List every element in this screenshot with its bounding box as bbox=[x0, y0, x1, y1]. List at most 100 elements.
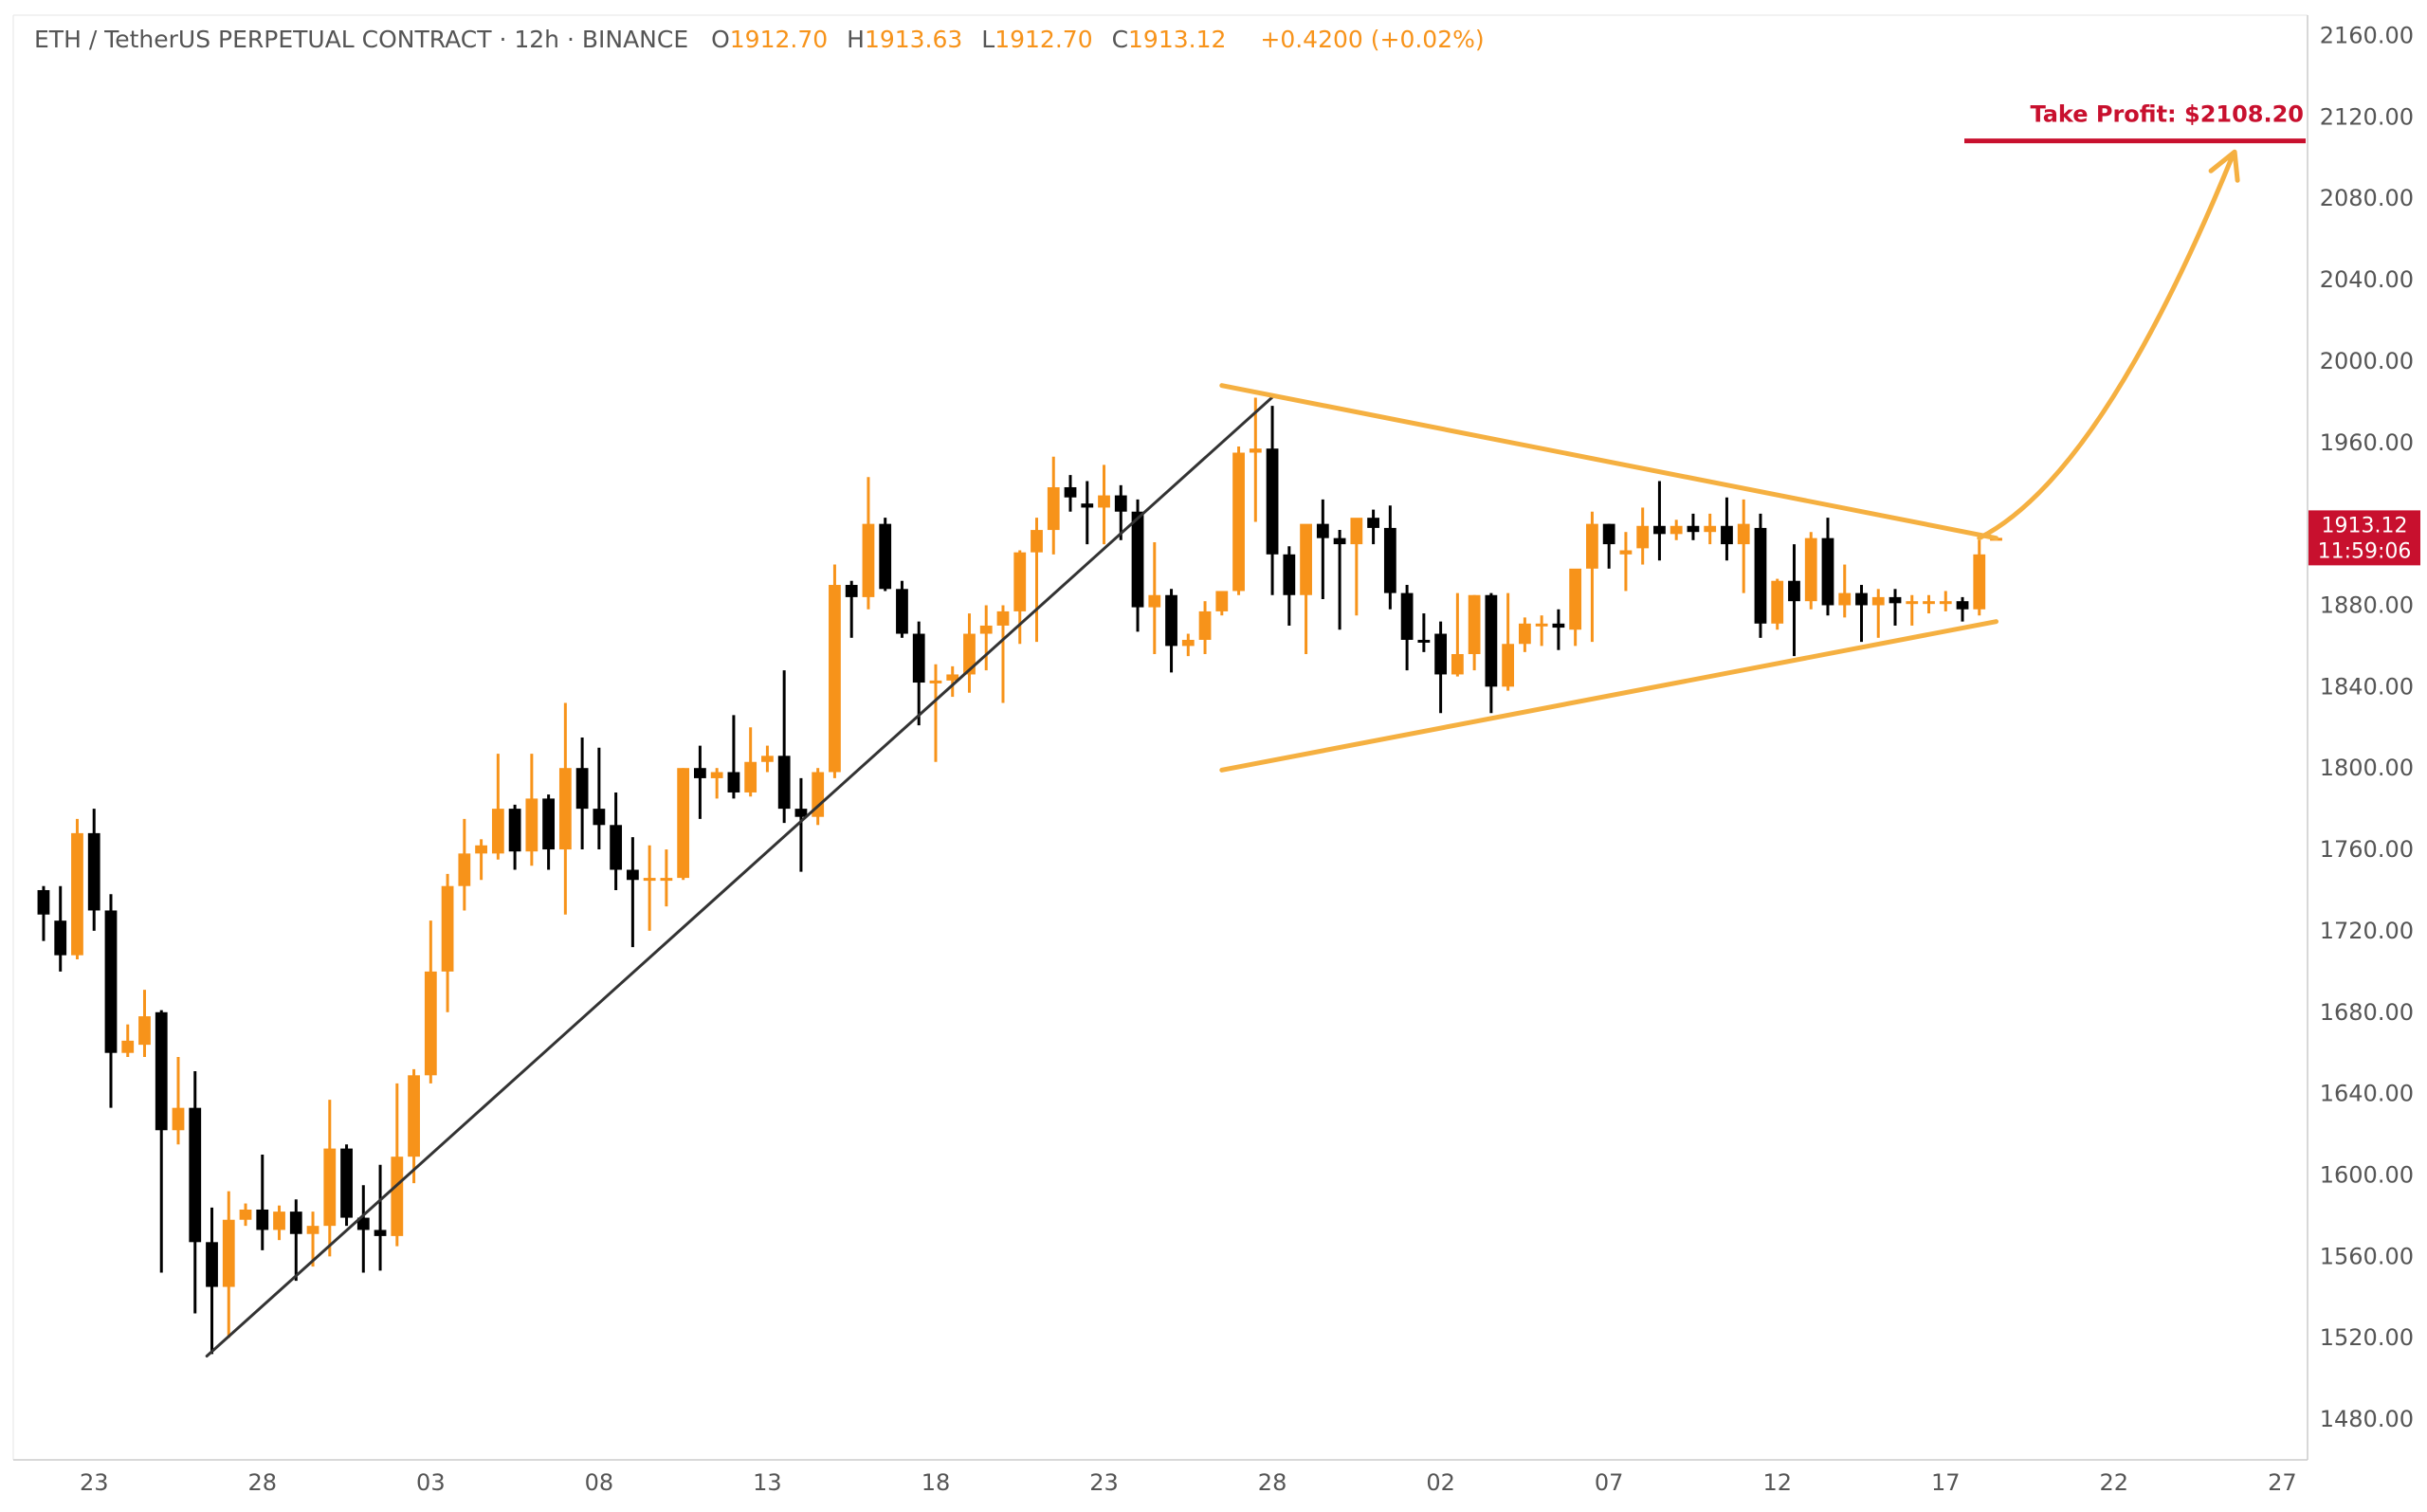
trendline-lower[interactable] bbox=[1219, 619, 1999, 773]
price-tick-label: 1560.00 bbox=[2320, 1243, 2414, 1269]
time-axis[interactable]: 23 28 03 08 13 18 23 28 02 07 12 17 22 27 bbox=[80, 1469, 2297, 1496]
candle bbox=[1400, 585, 1414, 671]
candle-body bbox=[1451, 653, 1464, 675]
price-tick-label: 1720.00 bbox=[2320, 918, 2414, 944]
price-tick-label: 1480.00 bbox=[2320, 1406, 2414, 1432]
candle bbox=[1737, 499, 1750, 593]
projection-arrow[interactable] bbox=[1977, 155, 2235, 541]
candle-body bbox=[1838, 592, 1852, 606]
candle-body bbox=[777, 756, 791, 810]
candle bbox=[1215, 591, 1229, 616]
candle-body bbox=[273, 1211, 285, 1230]
price-tick-label: 2160.00 bbox=[2320, 22, 2414, 48]
candle bbox=[677, 768, 690, 881]
candle-body bbox=[744, 761, 757, 792]
candle-body bbox=[374, 1230, 387, 1236]
candle bbox=[727, 715, 740, 799]
candle-body bbox=[1468, 594, 1481, 654]
candle-body bbox=[1737, 523, 1750, 545]
candle-body bbox=[104, 910, 118, 1053]
candle bbox=[1619, 532, 1633, 592]
candle bbox=[744, 727, 757, 797]
candle bbox=[1569, 568, 1582, 647]
candle-body bbox=[1031, 530, 1043, 553]
candle-body bbox=[155, 1011, 168, 1131]
high-label: H bbox=[847, 26, 865, 53]
candle-body bbox=[946, 674, 959, 681]
candle-body bbox=[1434, 633, 1448, 675]
candle-body bbox=[1855, 592, 1868, 606]
take-profit-marker[interactable]: Take Profit: $2108.20 bbox=[1964, 101, 2306, 144]
candle bbox=[121, 1024, 135, 1057]
projection-arrowhead bbox=[2208, 149, 2240, 183]
candle-body bbox=[1098, 495, 1110, 508]
candle bbox=[1519, 617, 1531, 652]
candle-body bbox=[963, 633, 976, 675]
candle-body bbox=[1502, 644, 1515, 687]
candle bbox=[1687, 513, 1700, 540]
candle-body bbox=[222, 1219, 235, 1287]
candle bbox=[694, 745, 706, 819]
candle bbox=[206, 1207, 218, 1355]
trendline-upper[interactable] bbox=[1219, 383, 1999, 541]
candle-body bbox=[761, 756, 774, 762]
candle bbox=[575, 738, 589, 850]
open-value: 1912.70 bbox=[730, 26, 828, 53]
time-tick-label: 07 bbox=[1595, 1469, 1624, 1496]
candle-body bbox=[408, 1075, 420, 1157]
candle bbox=[542, 794, 555, 870]
symbol-legend: ETH / TetherUS PERPETUAL CONTRACT · 12h … bbox=[34, 26, 1485, 53]
candle bbox=[1131, 499, 1144, 632]
candle-body bbox=[626, 869, 639, 881]
low-label: L bbox=[981, 26, 995, 53]
candle-body bbox=[912, 633, 925, 683]
candle-body bbox=[1670, 525, 1683, 535]
time-tick-label: 12 bbox=[1762, 1469, 1792, 1496]
price-tick-label: 2080.00 bbox=[2320, 185, 2414, 211]
time-tick-label: 03 bbox=[416, 1469, 446, 1496]
candle bbox=[1451, 592, 1464, 677]
last-price-value: 1913.12 bbox=[2322, 514, 2408, 537]
price-tick-label: 1520.00 bbox=[2320, 1324, 2414, 1351]
candle bbox=[1249, 397, 1262, 522]
candle-body bbox=[879, 523, 892, 590]
time-tick-label: 18 bbox=[922, 1469, 951, 1496]
candle bbox=[845, 580, 858, 638]
time-tick-label: 08 bbox=[585, 1469, 614, 1496]
candle bbox=[979, 605, 993, 671]
candle-body bbox=[845, 585, 858, 597]
candle bbox=[1552, 609, 1565, 650]
candle bbox=[1114, 484, 1127, 540]
candle-body bbox=[694, 768, 706, 778]
trendline-rising[interactable] bbox=[205, 393, 1276, 1358]
candle-body bbox=[1064, 486, 1077, 498]
change-value: +0.4200 (+0.02%) bbox=[1260, 26, 1484, 53]
candle-body bbox=[1283, 554, 1296, 595]
candle-body bbox=[1889, 596, 1902, 604]
candle bbox=[1502, 592, 1515, 691]
candle bbox=[1232, 446, 1245, 595]
candle bbox=[323, 1100, 337, 1257]
candle-body bbox=[794, 809, 808, 817]
time-tick-label: 28 bbox=[1258, 1469, 1287, 1496]
candle-body bbox=[87, 832, 100, 911]
price-tick-label: 2120.00 bbox=[2320, 103, 2414, 130]
candle-body bbox=[660, 878, 673, 882]
candle bbox=[1670, 519, 1683, 540]
candle-body bbox=[508, 809, 521, 852]
candle-body bbox=[323, 1148, 337, 1227]
time-tick-label: 23 bbox=[1089, 1469, 1119, 1496]
candle-body bbox=[1350, 518, 1363, 545]
candle bbox=[593, 747, 606, 850]
candle bbox=[1653, 481, 1666, 561]
candle bbox=[1906, 594, 1919, 626]
candle-body bbox=[1923, 601, 1935, 605]
candle-body bbox=[896, 589, 908, 634]
time-tick-label: 23 bbox=[80, 1469, 109, 1496]
candle bbox=[189, 1071, 202, 1314]
candle bbox=[172, 1056, 185, 1145]
candle bbox=[289, 1199, 302, 1282]
candle-body bbox=[610, 825, 623, 870]
